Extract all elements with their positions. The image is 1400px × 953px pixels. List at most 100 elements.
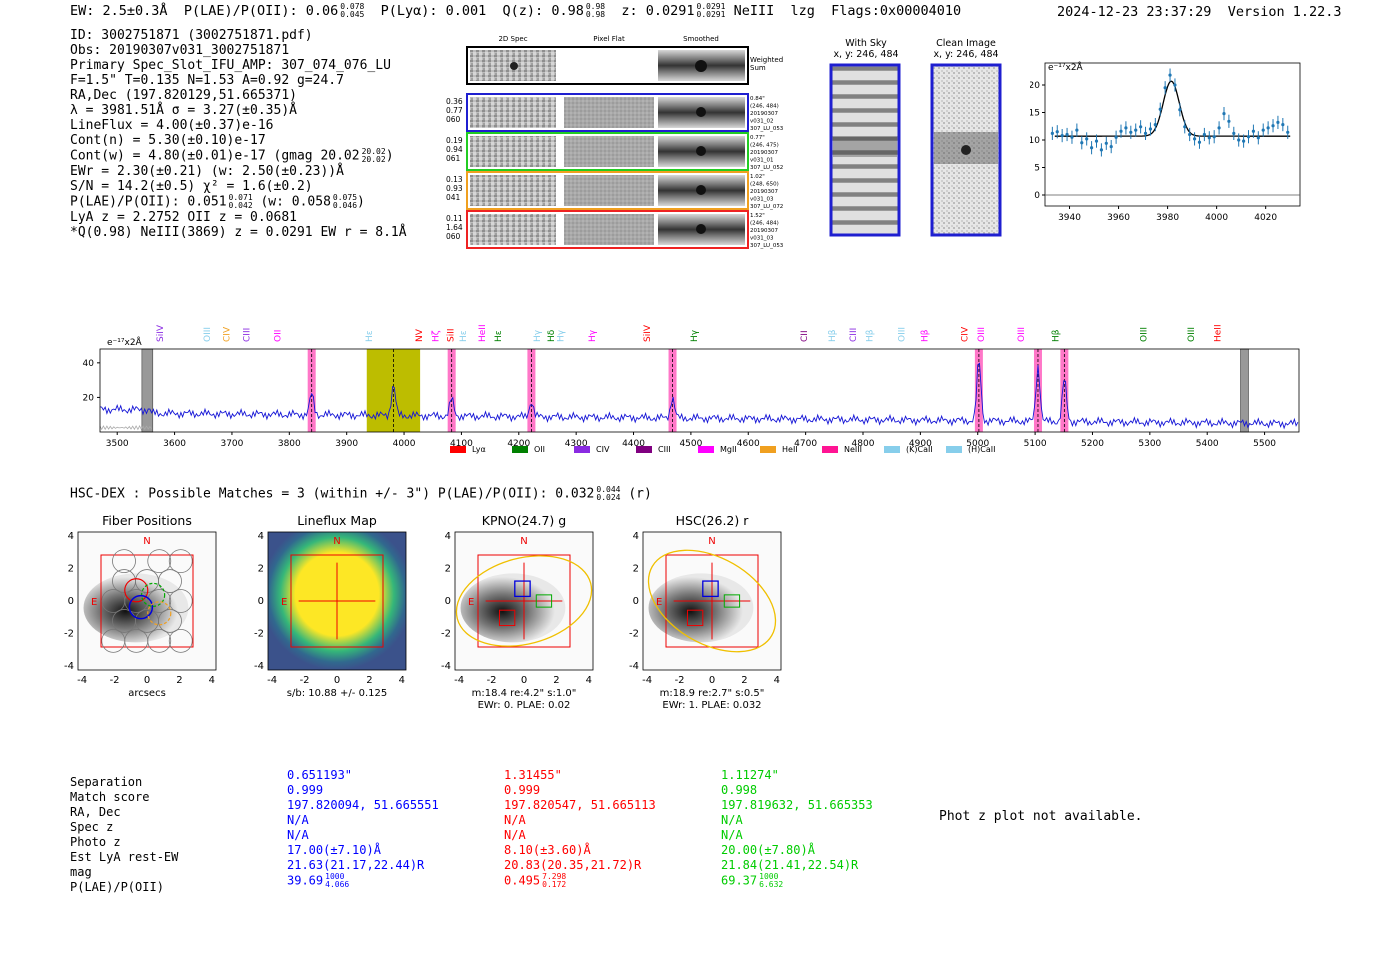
stamp-ytick: -2 (441, 628, 451, 639)
fit-data-point (1271, 119, 1275, 133)
fit-point (1060, 134, 1064, 138)
info-line: λ = 3981.51Å σ = 3.27(±0.35)Å (70, 103, 297, 118)
fit-unit-label: e⁻¹⁷x2Å (1048, 61, 1084, 73)
info-contw-end: ) (385, 148, 394, 164)
info-plae: P(LAE)/P(OII): 0.051 0.071 0.042 (w: 0.058… (70, 194, 407, 210)
line-id-label: HeII (1214, 324, 1224, 342)
info-plae-end: ) (357, 194, 365, 210)
aperture-box (290, 554, 384, 648)
clean-label: Clean Image (936, 38, 996, 49)
fit-data-point (1089, 141, 1094, 155)
fit-point (1109, 145, 1113, 149)
cutout-left-label: 0.13 (446, 175, 463, 184)
legend-label: (H)CaII (968, 445, 995, 454)
legend-item: CIII (636, 445, 671, 454)
spectrum-xtick-label: 5500 (1253, 439, 1276, 449)
spectrum-flux-line (99, 362, 1299, 430)
legend-item: (H)CaII (946, 445, 995, 454)
fit-data-point (1246, 130, 1251, 144)
match2-photoz: N/A (504, 828, 526, 842)
cutout-right-label: (248, 650) (750, 182, 779, 188)
legend-swatch (450, 446, 466, 453)
stamp-ytick: 4 (258, 531, 264, 542)
stamp-xtick: 4 (209, 675, 215, 686)
line-id-label: CIII (849, 328, 859, 342)
legend-item: Lyα (450, 445, 486, 454)
cutout-left-label: 0.93 (446, 184, 463, 193)
fit-data-point (1148, 122, 1153, 136)
weighted-2d-peak (510, 62, 518, 70)
stamp-ytick: 2 (633, 564, 639, 575)
line-id-label: Hβ (866, 329, 876, 342)
fiber-circle (147, 549, 172, 574)
fit-data-point (1188, 127, 1192, 142)
cutout-col-smoothed: Smoothed (683, 35, 719, 43)
stamp-panel: KPNO(24.7) g N E -4-4 -2 -2 0 0 2 2 4 4 m:18.4 re:4.… (441, 513, 594, 711)
cutout-left-label: 0.11 (446, 214, 463, 223)
legend-label: MgII (720, 445, 737, 454)
fit-ytick-label: 20 (1030, 81, 1040, 91)
masked-band (141, 348, 154, 433)
galaxy-blob (83, 573, 189, 643)
match3-plae-val: 69.37 (721, 873, 758, 888)
match-box-blue (514, 580, 531, 598)
fit-point (1168, 73, 1172, 77)
fiber-circle (147, 628, 172, 653)
spectrum-xtick-label: 5000 (966, 439, 989, 449)
spectrum-xtick-label: 4300 (565, 439, 588, 449)
match-box-blue (702, 580, 719, 598)
spectra-cutouts: 2D Spec Pixel Flat Smoothed Weighted Sum… (446, 35, 784, 249)
legend-item: MgII (698, 445, 737, 454)
fit-data-point (1134, 123, 1138, 137)
fit-data-point (1232, 126, 1236, 140)
match1-ew: 17.00(±7.10)Å (287, 843, 381, 857)
cutout-right-label: 20190307 (750, 189, 778, 195)
with-sky-xy: x, y: 246, 484 (833, 49, 899, 60)
fit-point (1148, 127, 1153, 131)
match3-plae-lo: 6.632 (759, 880, 784, 889)
header-plya: P(Lyα): 0.001 (380, 3, 487, 19)
stamp-ytick: 0 (68, 596, 74, 607)
stamp-xtick: -2 (675, 675, 685, 686)
match-box-red (686, 609, 704, 627)
cutout-2d (470, 175, 556, 206)
fit-point (1286, 130, 1290, 134)
fit-point (1227, 119, 1231, 123)
fiber-circle (168, 589, 193, 613)
line-id-label: Hγ (690, 329, 700, 342)
hsc-hi: 0.044 (596, 485, 621, 494)
stamp-xtick: 4 (586, 675, 592, 686)
legend-swatch (760, 446, 776, 453)
aperture-box (665, 554, 759, 648)
match3-plae: 69.37 1000 6.632 (721, 873, 873, 889)
east-label: E (468, 597, 474, 608)
match2-plae-lo: 0.172 (542, 880, 567, 889)
fit-data-point (1168, 68, 1172, 82)
fit-point (1271, 124, 1275, 128)
cutout-smooth-peak (696, 146, 706, 156)
match2-radec: 197.820547, 51.665113 (504, 798, 656, 812)
stamp-ytick: 0 (633, 596, 639, 607)
info-lyaz: LyA z = 2.2752 OII z = 0.0681 (70, 210, 297, 225)
line-id-label: Hε (365, 330, 375, 342)
info-plae-w-lo: 0.046 (332, 201, 358, 210)
header-z-lo: 0.0291 (696, 10, 726, 19)
line-id-label: Hε (494, 330, 504, 342)
aperture-ellipse (455, 555, 593, 647)
fit-data-point (1085, 132, 1089, 146)
spectrum-xtick-label: 4800 (852, 439, 875, 449)
fit-point (1139, 125, 1143, 129)
cutout-2d (470, 136, 556, 167)
stamp-xtick: 4 (774, 675, 780, 686)
legend-swatch (636, 446, 652, 453)
fiber-orange (147, 601, 172, 626)
line-id-label: Hδ (547, 329, 557, 342)
fit-data-point (1276, 115, 1280, 129)
stamp-ytick: 2 (258, 564, 264, 575)
fit-point (1104, 141, 1108, 145)
fit-ytick-label: 15 (1030, 109, 1040, 119)
fit-point (1276, 120, 1280, 124)
info-contw: Cont(w) = 4.80(±0.01)e-17 (gmag 20.02 20.… (70, 148, 407, 164)
